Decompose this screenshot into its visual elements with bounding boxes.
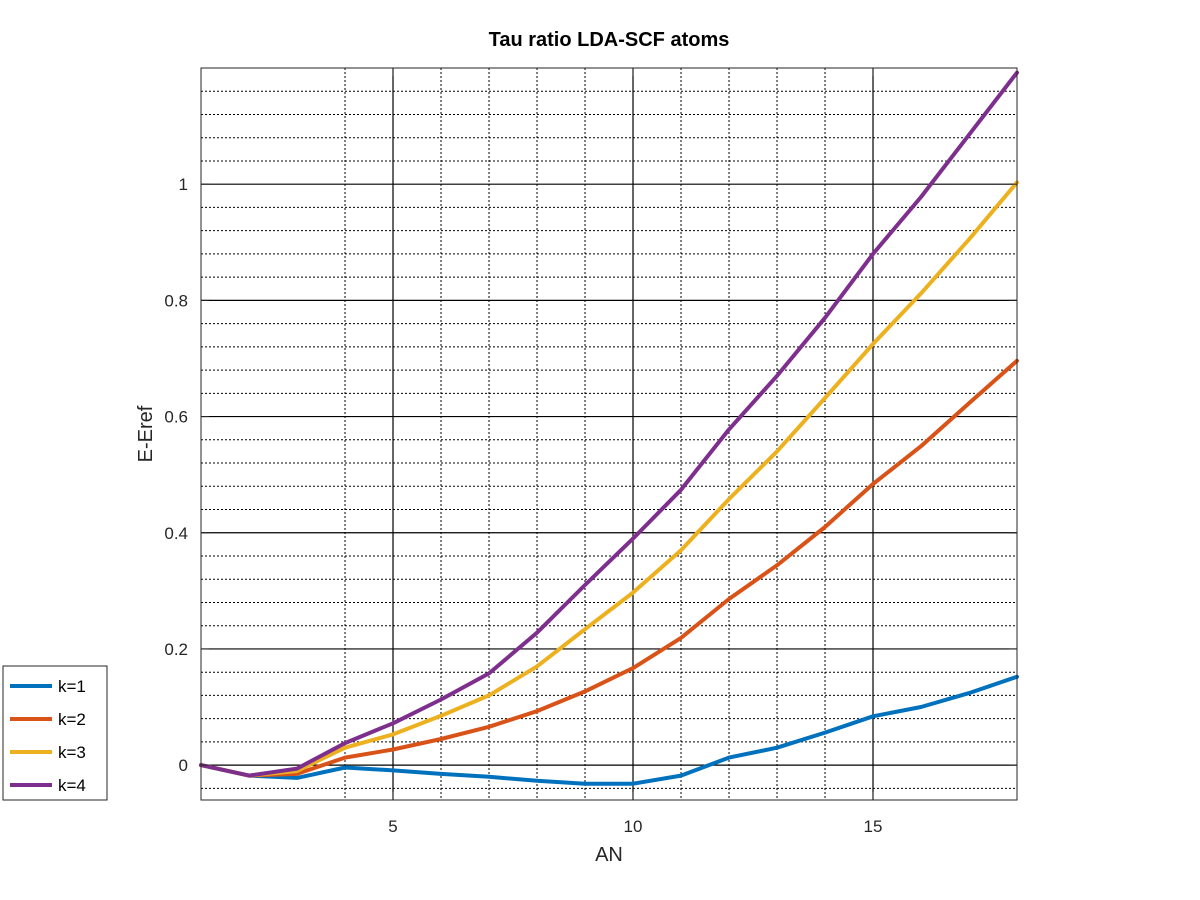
ticks: 5 10 15 0 0.2 0.4 0.6 0.8 1 — [164, 68, 1017, 836]
x-tick-label: 5 — [388, 817, 397, 836]
y-tick-label: 0.8 — [164, 291, 188, 310]
series-line-k3 — [199, 180, 1019, 778]
series-line-k2 — [199, 358, 1019, 778]
legend-label-k1: k=1 — [58, 677, 86, 696]
series-line-k1 — [199, 674, 1019, 786]
plot-frame — [200, 67, 1018, 801]
legend-label-k2: k=2 — [58, 710, 86, 729]
y-tick-label: 1 — [179, 175, 188, 194]
y-tick-label: 0.6 — [164, 408, 188, 427]
legend-label-k4: k=4 — [58, 776, 86, 795]
chart-title: Tau ratio LDA-SCF atoms — [489, 29, 730, 51]
y-tick-label: 0 — [179, 756, 188, 775]
series-line-k4 — [199, 70, 1019, 778]
y-axis-label: E-Eref — [135, 405, 157, 462]
x-tick-label: 15 — [864, 817, 883, 836]
grid — [201, 67, 1017, 800]
y-tick-label: 0.4 — [164, 524, 188, 543]
series-lines — [199, 70, 1019, 786]
x-axis-label: AN — [595, 844, 623, 866]
legend[interactable]: k=1 k=2 k=3 k=4 — [2, 665, 108, 801]
x-tick-label: 10 — [624, 817, 643, 836]
y-tick-label: 0.2 — [164, 640, 188, 659]
legend-box — [2, 665, 108, 801]
legend-label-k3: k=3 — [58, 743, 86, 762]
